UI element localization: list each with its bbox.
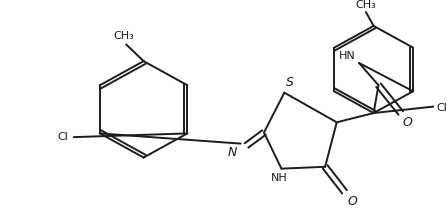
Text: Cl: Cl [437, 103, 447, 113]
Text: CH₃: CH₃ [355, 0, 376, 10]
Text: HN: HN [338, 51, 355, 61]
Text: Cl: Cl [57, 132, 68, 142]
Text: O: O [403, 116, 413, 129]
Text: NH: NH [271, 173, 288, 183]
Text: CH₃: CH₃ [114, 31, 135, 41]
Text: N: N [228, 146, 237, 159]
Text: S: S [286, 76, 294, 89]
Text: O: O [347, 195, 357, 208]
